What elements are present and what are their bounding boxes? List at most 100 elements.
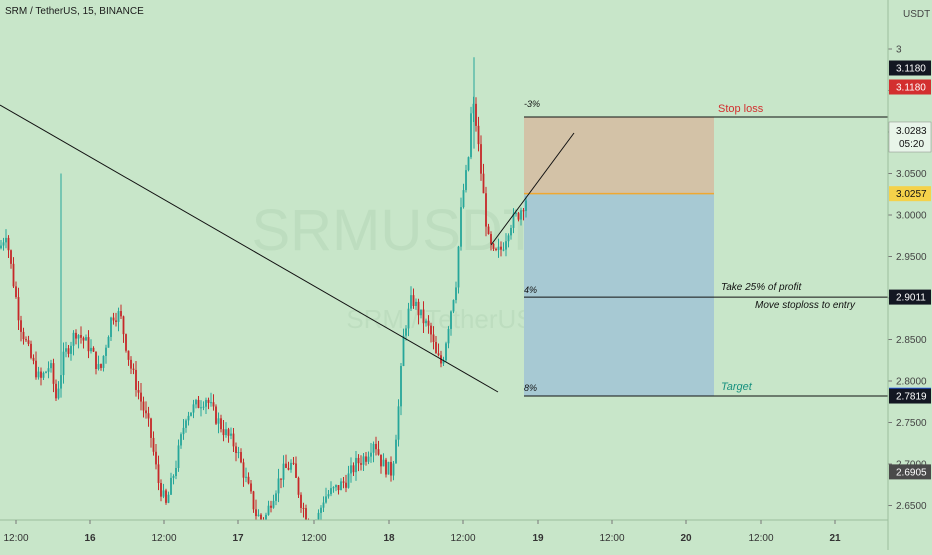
candle-body: [167, 494, 170, 503]
candle-body: [215, 406, 217, 424]
candle-body: [392, 463, 395, 476]
candle-body: [135, 369, 137, 390]
candle-body: [80, 335, 82, 338]
candle-body: [202, 406, 205, 408]
candle-body: [360, 463, 362, 465]
target-percent-label: 8%: [524, 383, 537, 393]
candle-body: [200, 407, 202, 409]
candle-body: [117, 311, 120, 322]
candle-body: [155, 451, 157, 465]
candle-body: [390, 461, 392, 476]
candle-body: [30, 343, 32, 358]
candle-body: [197, 399, 200, 408]
candle-body: [427, 320, 430, 326]
candle-body: [517, 213, 520, 220]
candle-body: [67, 348, 70, 354]
candle-body: [95, 351, 97, 369]
candle-body: [70, 345, 72, 354]
candle-body: [445, 343, 447, 361]
candle-body: [182, 427, 185, 435]
candle-body: [407, 308, 410, 329]
candle-body: [52, 363, 55, 384]
candle-body: [142, 401, 145, 411]
candle-body: [225, 429, 227, 436]
candle-body: [227, 429, 230, 436]
candle-body: [292, 462, 295, 464]
price-label-dark: 2.7819: [896, 392, 927, 403]
chart-title: SRM / TetherUS, 15, BINANCE: [5, 6, 144, 17]
candle-body: [172, 476, 175, 478]
candle-body: [317, 512, 320, 525]
y-tick-label: 3: [896, 45, 902, 56]
candle-body: [380, 454, 382, 467]
candle-body: [447, 328, 450, 344]
candle-body: [425, 320, 427, 324]
candle-body: [192, 404, 195, 413]
candle-body: [210, 402, 212, 404]
candle-body: [72, 332, 75, 346]
candle-body: [452, 300, 455, 312]
candle-body: [350, 465, 352, 474]
candle-body: [140, 392, 142, 402]
candle-body: [127, 350, 130, 360]
stop-percent-label: -3%: [524, 99, 540, 109]
price-label-yellow: 3.0257: [896, 189, 927, 200]
descending-trend-line: [0, 104, 499, 393]
price-label-dark: 2.9011: [896, 293, 926, 304]
candle-body: [32, 357, 35, 361]
candle-body: [25, 339, 27, 341]
candle-body: [337, 485, 340, 491]
candle-body: [247, 476, 250, 484]
price-label-box: [889, 79, 931, 95]
candle-body: [375, 443, 377, 450]
candle-body: [190, 412, 192, 416]
x-tick-label: 18: [383, 533, 395, 544]
candle-body: [122, 316, 125, 335]
candle-body: [40, 371, 42, 378]
candle-body: [35, 360, 37, 378]
candle-body: [377, 449, 380, 455]
candle-body: [212, 402, 215, 407]
candle-body: [432, 334, 435, 342]
candle-body: [275, 493, 277, 501]
candle-body: [220, 418, 222, 430]
candle-body: [120, 311, 122, 317]
candle-body: [480, 144, 482, 174]
candle-body: [467, 157, 470, 171]
take-profit-percent-label: 4%: [524, 285, 537, 295]
candle-body: [147, 413, 150, 419]
wedge-trend-line: [490, 132, 575, 246]
candle-body: [250, 483, 252, 492]
candle-body: [290, 462, 292, 470]
candle-body: [55, 383, 57, 399]
candle-body: [242, 462, 245, 478]
stop-loss-label: Stop loss: [718, 103, 764, 115]
candle-body: [100, 364, 102, 368]
candle-body: [137, 389, 140, 393]
candle-body: [130, 359, 132, 369]
candle-body: [112, 317, 115, 321]
candle-body: [495, 248, 497, 250]
current-price-label: 3.0283: [896, 126, 927, 137]
candle-body: [450, 311, 452, 329]
candle-body: [372, 443, 375, 453]
candle-body: [65, 348, 67, 352]
target-zone: [524, 193, 714, 397]
axis-unit-label: USDT: [903, 9, 930, 20]
candle-body: [397, 406, 400, 440]
x-tick-label: 12:00: [301, 533, 326, 544]
candle-body: [327, 494, 330, 497]
candle-body: [437, 353, 440, 356]
y-tick-label: 3.0500: [896, 169, 927, 180]
y-tick-label: 2.9500: [896, 252, 927, 263]
current-price-box: [888, 121, 932, 153]
price-label-box: [889, 60, 931, 76]
candle-body: [170, 477, 172, 495]
candle-body: [2, 242, 5, 246]
y-tick-label: 2.8000: [896, 377, 927, 388]
take-profit-label: Take 25% of profit: [721, 282, 802, 293]
candle-body: [185, 420, 187, 428]
candle-body: [245, 476, 247, 478]
